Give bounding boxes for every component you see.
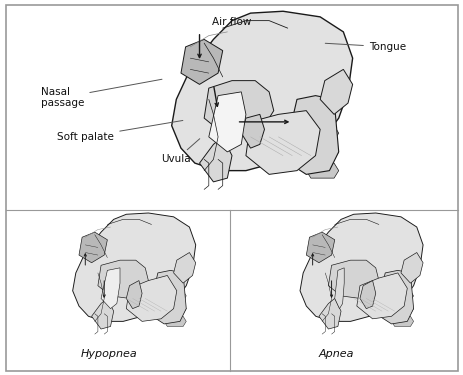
Polygon shape: [328, 260, 378, 299]
Polygon shape: [282, 96, 338, 174]
Polygon shape: [375, 270, 413, 324]
Polygon shape: [319, 69, 352, 114]
Text: Nasal
passage: Nasal passage: [41, 79, 162, 108]
Polygon shape: [306, 126, 338, 141]
Polygon shape: [101, 268, 120, 309]
Polygon shape: [400, 252, 422, 283]
Polygon shape: [245, 111, 319, 174]
Text: Apnea: Apnea: [318, 349, 353, 359]
Polygon shape: [391, 291, 413, 301]
Polygon shape: [359, 280, 375, 309]
Polygon shape: [208, 92, 245, 152]
Text: Air flow: Air flow: [212, 17, 251, 27]
Polygon shape: [73, 213, 195, 321]
Polygon shape: [391, 303, 413, 314]
Text: Hypopnea: Hypopnea: [81, 349, 137, 359]
Polygon shape: [91, 298, 113, 329]
Polygon shape: [171, 11, 352, 171]
Polygon shape: [164, 291, 186, 301]
Polygon shape: [164, 303, 186, 314]
Polygon shape: [306, 232, 334, 263]
Polygon shape: [300, 213, 422, 321]
Polygon shape: [126, 276, 176, 321]
Polygon shape: [126, 280, 142, 309]
Polygon shape: [318, 298, 340, 329]
Polygon shape: [199, 137, 232, 182]
Polygon shape: [306, 144, 338, 159]
Polygon shape: [148, 270, 186, 324]
Polygon shape: [306, 163, 338, 178]
Text: Tongue: Tongue: [325, 42, 405, 52]
Polygon shape: [204, 81, 273, 133]
Polygon shape: [241, 114, 264, 148]
Polygon shape: [164, 316, 186, 327]
Polygon shape: [79, 232, 107, 263]
Text: Soft palate: Soft palate: [57, 120, 182, 142]
Polygon shape: [391, 316, 413, 327]
Polygon shape: [173, 252, 195, 283]
Polygon shape: [181, 39, 222, 84]
Polygon shape: [98, 260, 148, 299]
Polygon shape: [334, 268, 344, 309]
Text: Uvula: Uvula: [161, 139, 200, 164]
Polygon shape: [356, 273, 407, 319]
